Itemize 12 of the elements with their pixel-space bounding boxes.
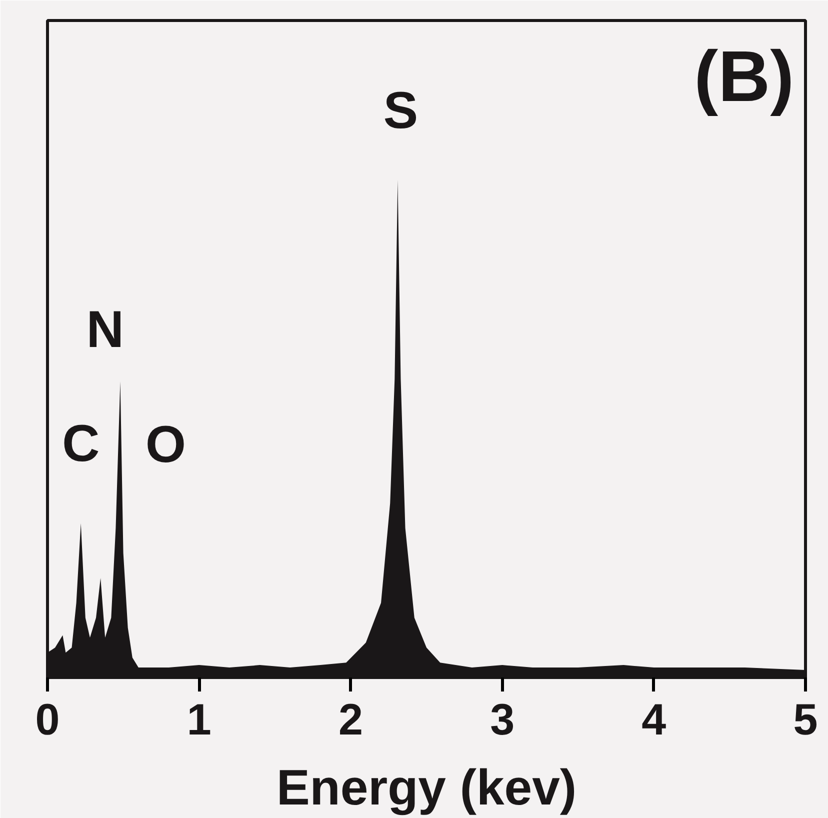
annotation: C [62, 415, 100, 474]
x-axis-title: Energy (kev) [276, 760, 577, 816]
x-tick-label: 5 [793, 696, 818, 744]
annotation: N [86, 300, 124, 359]
annotation: O [146, 416, 186, 474]
text: (B) [694, 36, 794, 117]
x-tick-label: 0 [35, 696, 60, 744]
annotation: S [383, 82, 418, 140]
x-tick-label: 1 [186, 696, 212, 744]
x-tick-label: 3 [490, 696, 515, 744]
x-tick-label: 4 [642, 696, 667, 744]
x-tick-label: 2 [338, 696, 363, 744]
